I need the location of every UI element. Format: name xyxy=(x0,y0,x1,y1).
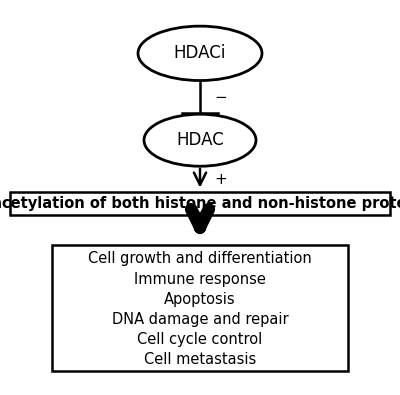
Text: HDACi: HDACi xyxy=(174,44,226,62)
Text: Immune response: Immune response xyxy=(134,271,266,286)
Text: +: + xyxy=(214,172,227,187)
Text: Cell growth and differentiation: Cell growth and differentiation xyxy=(88,252,312,267)
Text: Deacetylation of both histone and non-histone proteins: Deacetylation of both histone and non-hi… xyxy=(0,196,400,211)
Text: Apoptosis: Apoptosis xyxy=(164,292,236,307)
Text: HDAC: HDAC xyxy=(176,131,224,149)
Text: Cell cycle control: Cell cycle control xyxy=(137,332,263,347)
Bar xyxy=(10,192,390,215)
Text: −: − xyxy=(214,90,227,105)
Bar xyxy=(52,245,348,371)
Ellipse shape xyxy=(138,26,262,81)
Ellipse shape xyxy=(144,114,256,166)
Text: DNA damage and repair: DNA damage and repair xyxy=(112,312,288,327)
Text: Cell metastasis: Cell metastasis xyxy=(144,352,256,367)
